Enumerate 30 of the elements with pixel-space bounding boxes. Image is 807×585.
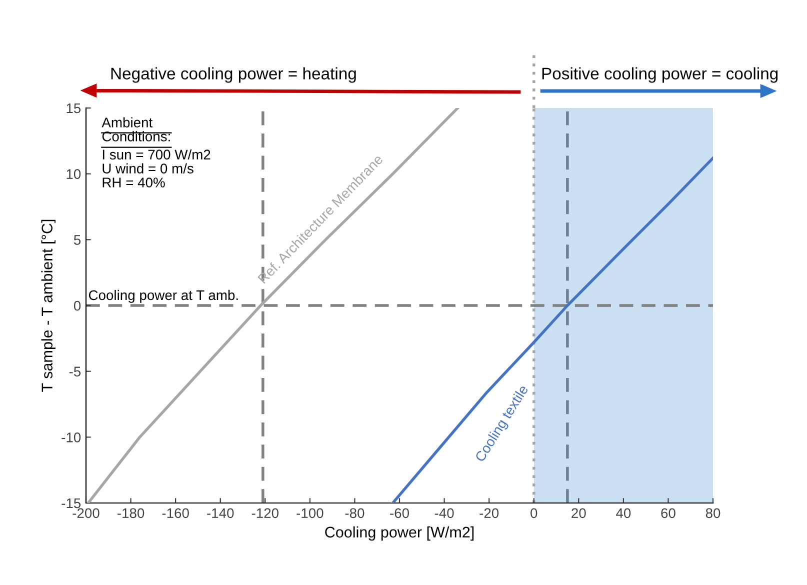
x-tick-label: 40 bbox=[616, 508, 631, 518]
x-tick-label: -160 bbox=[162, 508, 189, 518]
x-tick-label: 60 bbox=[661, 508, 676, 518]
text: Positive cooling power = cooling bbox=[542, 67, 778, 83]
y-tick-label: -5 bbox=[69, 366, 81, 377]
y-tick-label: 5 bbox=[74, 235, 81, 245]
x-tick-label: -60 bbox=[390, 508, 409, 518]
annotation: Ambient Conditions: bbox=[102, 117, 170, 142]
x-tick-label: -80 bbox=[345, 508, 364, 518]
annotation: I sun = 700 W/m2 U wind = 0 m/s RH = 40% bbox=[102, 149, 210, 188]
x-tick-label: -20 bbox=[480, 508, 499, 518]
y-tick-label: 0 bbox=[74, 300, 81, 311]
y-tick-label: -10 bbox=[62, 432, 81, 442]
x-tick-label: -40 bbox=[434, 508, 454, 518]
y-tick-label: 10 bbox=[66, 169, 81, 180]
x-tick-label: 20 bbox=[572, 508, 586, 518]
x-axis-title: Cooling power [W/m2] bbox=[325, 526, 474, 541]
x-tick-label: -120 bbox=[252, 508, 278, 518]
ref-line-label: Cooling power at T amb. bbox=[88, 290, 238, 303]
x-tick-label: 0 bbox=[530, 508, 538, 518]
line-series bbox=[391, 156, 713, 503]
y-tick-label: -15 bbox=[62, 498, 81, 508]
text: Negative cooling power = heating bbox=[111, 67, 356, 83]
x-tick-label: -140 bbox=[207, 508, 234, 518]
x-tick-label: 80 bbox=[706, 508, 720, 518]
y-tick-label: 15 bbox=[66, 103, 81, 114]
y-axis-title: T sample - T ambient [°C] bbox=[41, 220, 56, 392]
x-tick-label: -180 bbox=[118, 508, 144, 518]
x-tick-label: -200 bbox=[72, 508, 100, 518]
x-tick-label: -100 bbox=[296, 508, 324, 518]
